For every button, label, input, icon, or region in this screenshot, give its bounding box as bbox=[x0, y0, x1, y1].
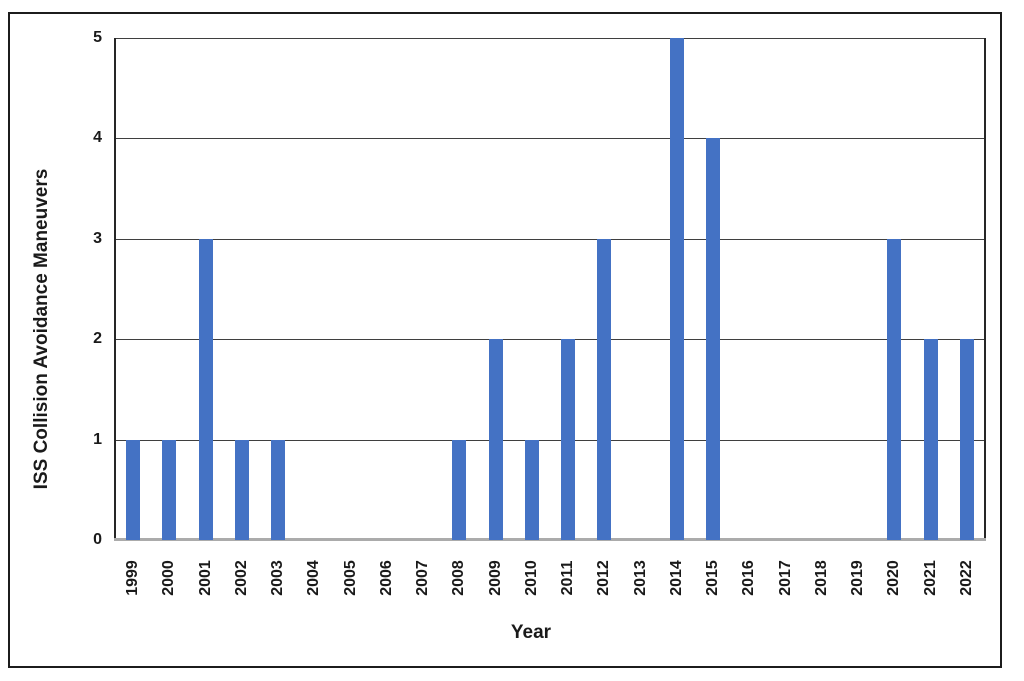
bar-2011 bbox=[561, 339, 575, 540]
x-tick-2006: 2006 bbox=[378, 560, 395, 596]
bar-2001 bbox=[199, 239, 213, 540]
x-tick-2017: 2017 bbox=[777, 560, 794, 596]
y-tick-0: 0 bbox=[93, 531, 102, 548]
x-tick-2003: 2003 bbox=[269, 560, 286, 596]
x-tick-2004: 2004 bbox=[305, 560, 322, 596]
x-tick-2019: 2019 bbox=[849, 560, 866, 596]
x-tick-2009: 2009 bbox=[487, 560, 504, 596]
y-tick-1: 1 bbox=[93, 431, 102, 448]
x-tick-2020: 2020 bbox=[885, 560, 902, 596]
bar-2008 bbox=[452, 440, 466, 540]
y-axis-line bbox=[114, 38, 116, 540]
y-tick-5: 5 bbox=[93, 29, 102, 46]
x-tick-1999: 1999 bbox=[124, 560, 141, 596]
x-axis-title: Year bbox=[510, 622, 552, 643]
bar-2022 bbox=[960, 339, 974, 540]
x-tick-2007: 2007 bbox=[414, 560, 431, 596]
x-tick-2016: 2016 bbox=[740, 560, 757, 596]
x-tick-2014: 2014 bbox=[668, 560, 685, 596]
gridline-1 bbox=[115, 440, 985, 441]
y-tick-2: 2 bbox=[93, 330, 102, 347]
bar-2015 bbox=[706, 138, 720, 540]
gridline-4 bbox=[115, 138, 985, 139]
x-tick-2015: 2015 bbox=[704, 560, 721, 596]
y-tick-4: 4 bbox=[93, 129, 102, 146]
x-tick-2002: 2002 bbox=[233, 560, 250, 596]
x-tick-2012: 2012 bbox=[595, 560, 612, 596]
bar-2002 bbox=[235, 440, 249, 540]
x-tick-2005: 2005 bbox=[342, 560, 359, 596]
y-axis-title: ISS Collision Avoidance Maneuvers bbox=[31, 168, 52, 490]
x-tick-2001: 2001 bbox=[197, 560, 214, 596]
x-tick-2010: 2010 bbox=[523, 560, 540, 596]
x-tick-2013: 2013 bbox=[632, 560, 649, 596]
x-tick-2021: 2021 bbox=[922, 560, 939, 596]
bar-1999 bbox=[126, 440, 140, 540]
bar-2012 bbox=[597, 239, 611, 540]
bar-2010 bbox=[525, 440, 539, 540]
gridline-2 bbox=[115, 339, 985, 340]
x-axis-baseline bbox=[114, 538, 986, 541]
bar-2014 bbox=[670, 38, 684, 540]
y-tick-3: 3 bbox=[93, 230, 102, 247]
bar-2000 bbox=[162, 440, 176, 540]
x-tick-2011: 2011 bbox=[559, 560, 576, 596]
x-tick-2008: 2008 bbox=[450, 560, 467, 596]
plot-right-border bbox=[984, 38, 986, 540]
x-tick-2022: 2022 bbox=[958, 560, 975, 596]
bar-2003 bbox=[271, 440, 285, 540]
bar-2009 bbox=[489, 339, 503, 540]
x-tick-2018: 2018 bbox=[813, 560, 830, 596]
gridline-5 bbox=[115, 38, 985, 39]
bar-2021 bbox=[924, 339, 938, 540]
x-tick-2000: 2000 bbox=[160, 560, 177, 596]
figure-border bbox=[8, 12, 1002, 668]
gridline-3 bbox=[115, 239, 985, 240]
bar-2020 bbox=[887, 239, 901, 540]
